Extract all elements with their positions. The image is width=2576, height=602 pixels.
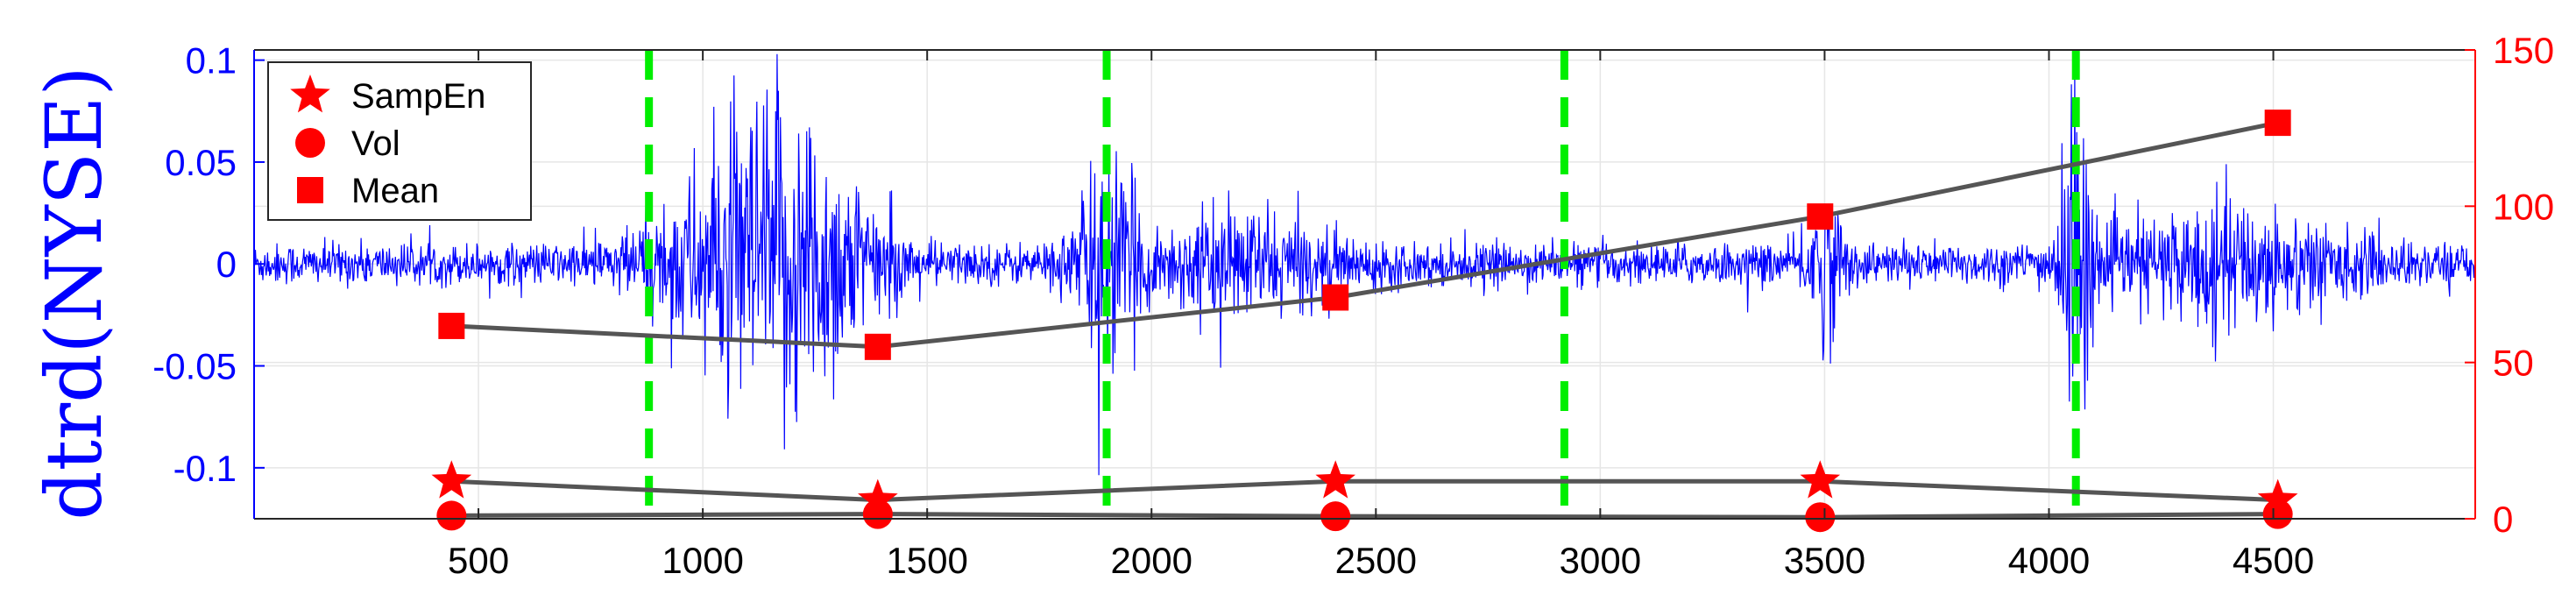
legend-label: SampEn — [351, 77, 485, 116]
grid-lines — [254, 49, 2475, 520]
marker-vol — [436, 500, 467, 531]
y-tick-label-right: 0 — [2493, 499, 2513, 540]
marker-sampen — [1315, 460, 1355, 499]
marker-sampen — [2257, 478, 2298, 517]
x-tick-label: 1500 — [886, 540, 967, 581]
legend-label: Vol — [351, 124, 400, 163]
marker-mean — [1807, 203, 1834, 230]
marker-vol — [2262, 499, 2293, 529]
x-tick-label: 3500 — [1784, 540, 1865, 581]
y-axis-label: dtrd(NYSE) — [29, 66, 119, 520]
marker-mean — [2264, 110, 2291, 137]
vertical-dashed-lines — [645, 50, 2080, 519]
marker-sampen — [858, 478, 898, 517]
marker-vol — [862, 499, 893, 529]
series-line-sampen — [451, 478, 2278, 503]
series-line-vol — [451, 512, 2278, 520]
marker-vol — [1805, 502, 1836, 533]
legend: SampEn Vol Mean — [267, 61, 532, 221]
legend-label: Mean — [351, 172, 439, 210]
x-tick-label: 500 — [448, 540, 509, 581]
x-tick-label: 4000 — [2008, 540, 2090, 581]
marker-mean — [1322, 284, 1349, 311]
legend-marker-mean — [297, 177, 323, 203]
marker-sampen — [431, 460, 472, 499]
x-tick-label: 1000 — [662, 540, 743, 581]
marker-mean — [438, 312, 465, 339]
y-tick-label-left: 0 — [216, 244, 237, 285]
signal-layer — [253, 53, 2475, 476]
series-layer — [431, 110, 2298, 533]
x-tick-label: 2000 — [1111, 540, 1192, 581]
x-tick-label: 2500 — [1335, 540, 1417, 581]
y-tick-label-right: 100 — [2493, 186, 2554, 227]
legend-marker-sampen — [290, 74, 330, 113]
axes — [253, 49, 2476, 520]
signal-line — [253, 53, 2475, 476]
y-tick-label-left: 0.1 — [186, 40, 237, 81]
y-tick-label-right: 50 — [2493, 343, 2534, 384]
y-tick-label-left: 0.05 — [165, 142, 237, 183]
x-tick-label: 4500 — [2233, 540, 2314, 581]
marker-mean — [864, 333, 891, 360]
marker-vol — [1320, 501, 1351, 532]
y-tick-label-left: -0.1 — [173, 448, 237, 489]
y-tick-label-right: 150 — [2493, 30, 2554, 71]
tick-labels: 500 1000 1500 2000 2500 3000 3500 4000 45000.10.… — [152, 30, 2554, 581]
x-tick-label: 3000 — [1560, 540, 1641, 581]
marker-sampen — [1800, 460, 1841, 499]
legend-marker-vol — [295, 128, 325, 158]
y-tick-label-left: -0.05 — [152, 346, 237, 387]
